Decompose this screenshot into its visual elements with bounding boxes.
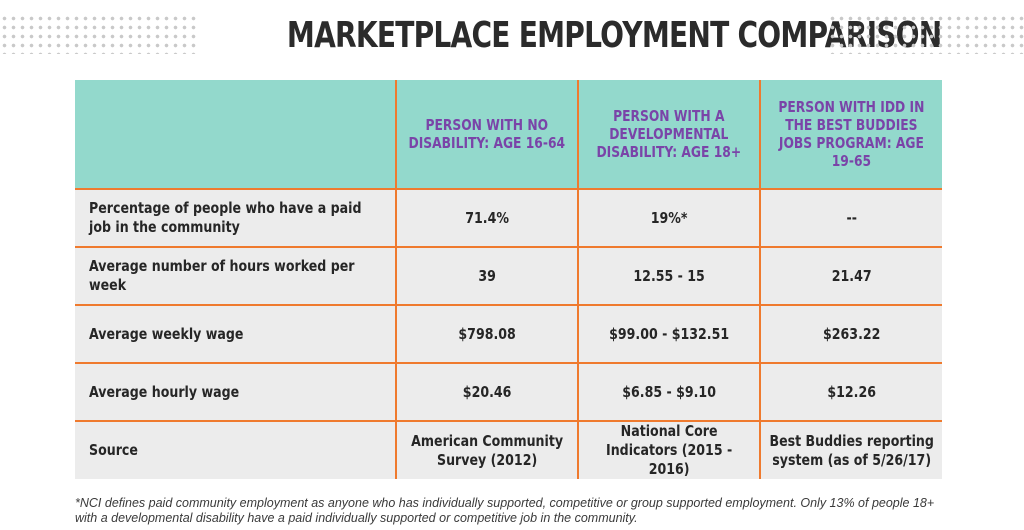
header-cell-developmental-disability: PERSON WITH A DEVELOPMENTAL DISABILITY: … — [577, 80, 760, 189]
page-header: MARKETPLACE EMPLOYMENT COMPARISON — [0, 0, 1024, 70]
table-cell: $20.46 — [395, 362, 578, 421]
table-cell: $798.08 — [395, 304, 578, 363]
row-label: Percentage of people who have a paid job… — [75, 188, 396, 247]
table-row: Percentage of people who have a paid job… — [75, 188, 942, 247]
header-cell-blank — [75, 80, 396, 189]
footnote: *NCI defines paid community employment a… — [75, 496, 935, 525]
page-title: MARKETPLACE EMPLOYMENT COMPARISON — [286, 15, 942, 56]
header-cell-no-disability: PERSON WITH NO DISABILITY: Age 16-64 — [395, 80, 578, 189]
table-cell: -- — [759, 188, 942, 247]
table-row: Source American Community Survey (2012) … — [75, 420, 942, 479]
dot-pattern-left — [0, 14, 200, 54]
dot-pattern-right — [828, 14, 1024, 54]
row-label: Average hourly wage — [75, 362, 396, 421]
table-cell: $12.26 — [759, 362, 942, 421]
row-label: Average number of hours worked per week — [75, 246, 396, 305]
table-row: Average hourly wage $20.46 $6.85 - $9.10… — [75, 362, 942, 421]
header-cell-best-buddies: PERSON WITH IDD IN THE BEST BUDDIES JOBS… — [759, 80, 942, 189]
table-cell: American Community Survey (2012) — [395, 420, 578, 479]
row-label: Average weekly wage — [75, 304, 396, 363]
table-cell: National Core Indicators (2015 - 2016) — [577, 420, 760, 479]
table-cell: $6.85 - $9.10 — [577, 362, 760, 421]
table-row: Average number of hours worked per week … — [75, 246, 942, 305]
table-cell: 19%* — [577, 188, 760, 247]
comparison-table: PERSON WITH NO DISABILITY: Age 16-64 PER… — [75, 80, 942, 479]
table-cell: Best Buddies reporting system (as of 5/2… — [759, 420, 942, 479]
table-cell: $99.00 - $132.51 — [577, 304, 760, 363]
table-row: Average weekly wage $798.08 $99.00 - $13… — [75, 304, 942, 363]
table-cell: 71.4% — [395, 188, 578, 247]
table-cell: 39 — [395, 246, 578, 305]
table-header-row: PERSON WITH NO DISABILITY: Age 16-64 PER… — [75, 80, 942, 189]
table-cell: 21.47 — [759, 246, 942, 305]
row-label: Source — [75, 420, 396, 479]
table-cell: 12.55 - 15 — [577, 246, 760, 305]
table-cell: $263.22 — [759, 304, 942, 363]
